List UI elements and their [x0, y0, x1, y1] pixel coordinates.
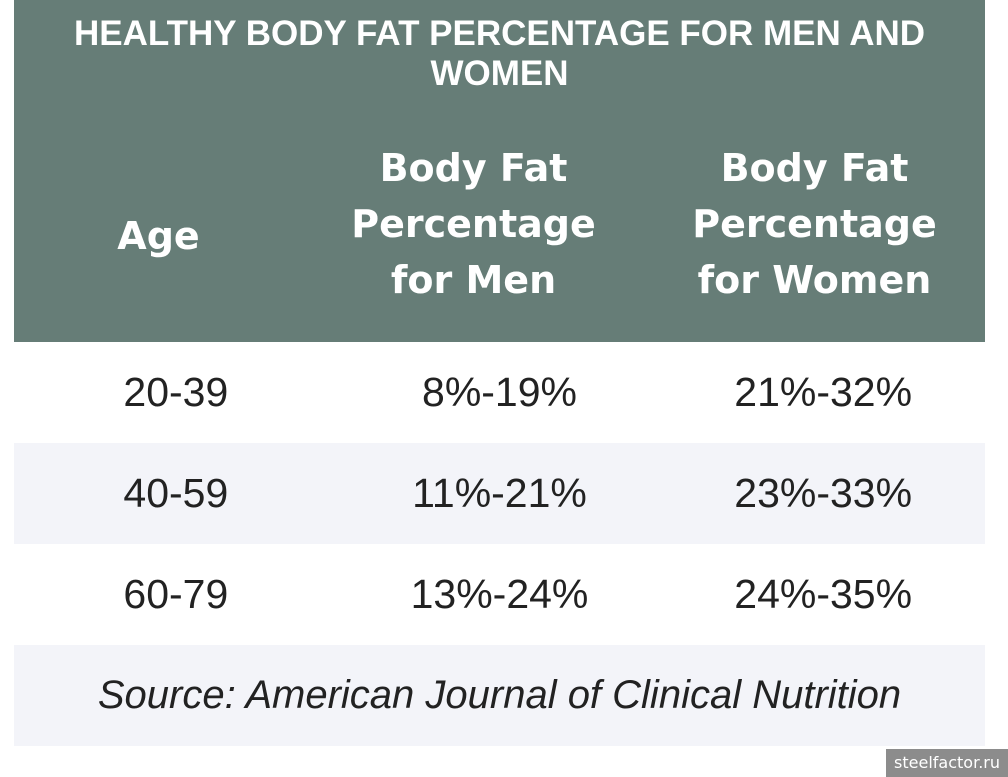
header-age: Age	[117, 214, 200, 258]
cell-women: 23%-33%	[734, 470, 913, 516]
cell-men: 8%-19%	[422, 369, 577, 415]
cell-men: 13%-24%	[410, 571, 589, 617]
cell-men: 11%-21%	[412, 470, 587, 516]
header-women: Body Fat Percentage for Women	[692, 146, 937, 302]
table-row: 40-59 11%-21% 23%-33%	[14, 443, 985, 544]
source-note: Source: American Journal of Clinical Nut…	[97, 673, 902, 717]
table-row: 60-79 13%-24% 24%-35%	[14, 544, 985, 645]
table-title-bar: HEALTHY BODY FAT PERCENTAGE FOR MEN AND …	[14, 0, 985, 106]
header-men: Body Fat Percentage for Men	[351, 146, 596, 302]
table-title: HEALTHY BODY FAT PERCENTAGE FOR MEN AND …	[73, 14, 926, 93]
table-header-row: Age Body Fat Percentage for Men Body Fat…	[14, 106, 985, 342]
table-row: 20-39 8%-19% 21%-32%	[14, 342, 985, 443]
cell-age: 60-79	[123, 571, 229, 617]
source-row: Source: American Journal of Clinical Nut…	[14, 645, 985, 746]
cell-women: 24%-35%	[734, 571, 913, 617]
cell-women: 21%-32%	[734, 369, 913, 415]
cell-age: 20-39	[123, 369, 229, 415]
body-fat-table: HEALTHY BODY FAT PERCENTAGE FOR MEN AND …	[14, 0, 985, 746]
watermark: steelfactor.ru	[886, 749, 1008, 777]
cell-age: 40-59	[123, 470, 229, 516]
